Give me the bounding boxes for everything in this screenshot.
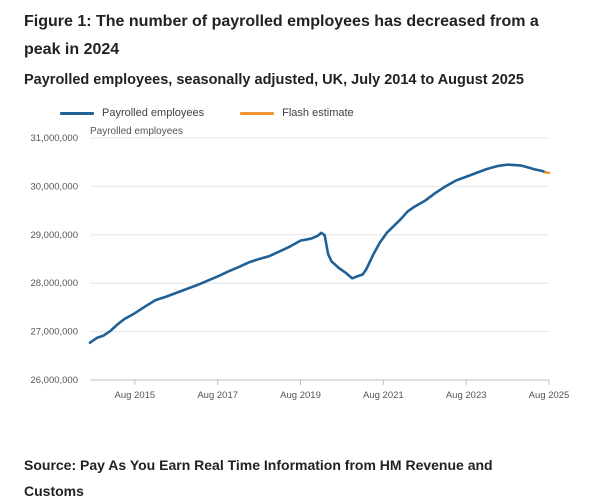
x-tick-label: Aug 2023 <box>446 390 487 401</box>
y-tick-label: 30,000,000 <box>30 181 78 192</box>
gridlines <box>90 138 549 380</box>
x-tick-label: Aug 2017 <box>197 390 238 401</box>
axes: 26,000,000 27,000,000 28,000,000 29,000,000… <box>30 133 569 401</box>
y-tick-label: 31,000,000 <box>30 133 78 144</box>
x-tick-label: Aug 2025 <box>529 390 570 401</box>
series-line-payrolled-employees <box>90 165 546 343</box>
x-tick-label: Aug 2019 <box>280 390 321 401</box>
line-chart: 26,000,000 27,000,000 28,000,000 29,000,000… <box>0 0 600 430</box>
y-tick-label: 26,000,000 <box>30 375 78 386</box>
y-tick-label: 27,000,000 <box>30 327 78 338</box>
y-tick-label: 29,000,000 <box>30 230 78 241</box>
x-tick-label: Aug 2015 <box>115 390 156 401</box>
y-tick-label: 28,000,000 <box>30 278 78 289</box>
y-axis-label: Payrolled employees <box>90 126 183 137</box>
source-note: Source: Pay As You Earn Real Time Inform… <box>24 452 494 504</box>
x-tick-label: Aug 2021 <box>363 390 404 401</box>
series-lines <box>90 165 549 343</box>
